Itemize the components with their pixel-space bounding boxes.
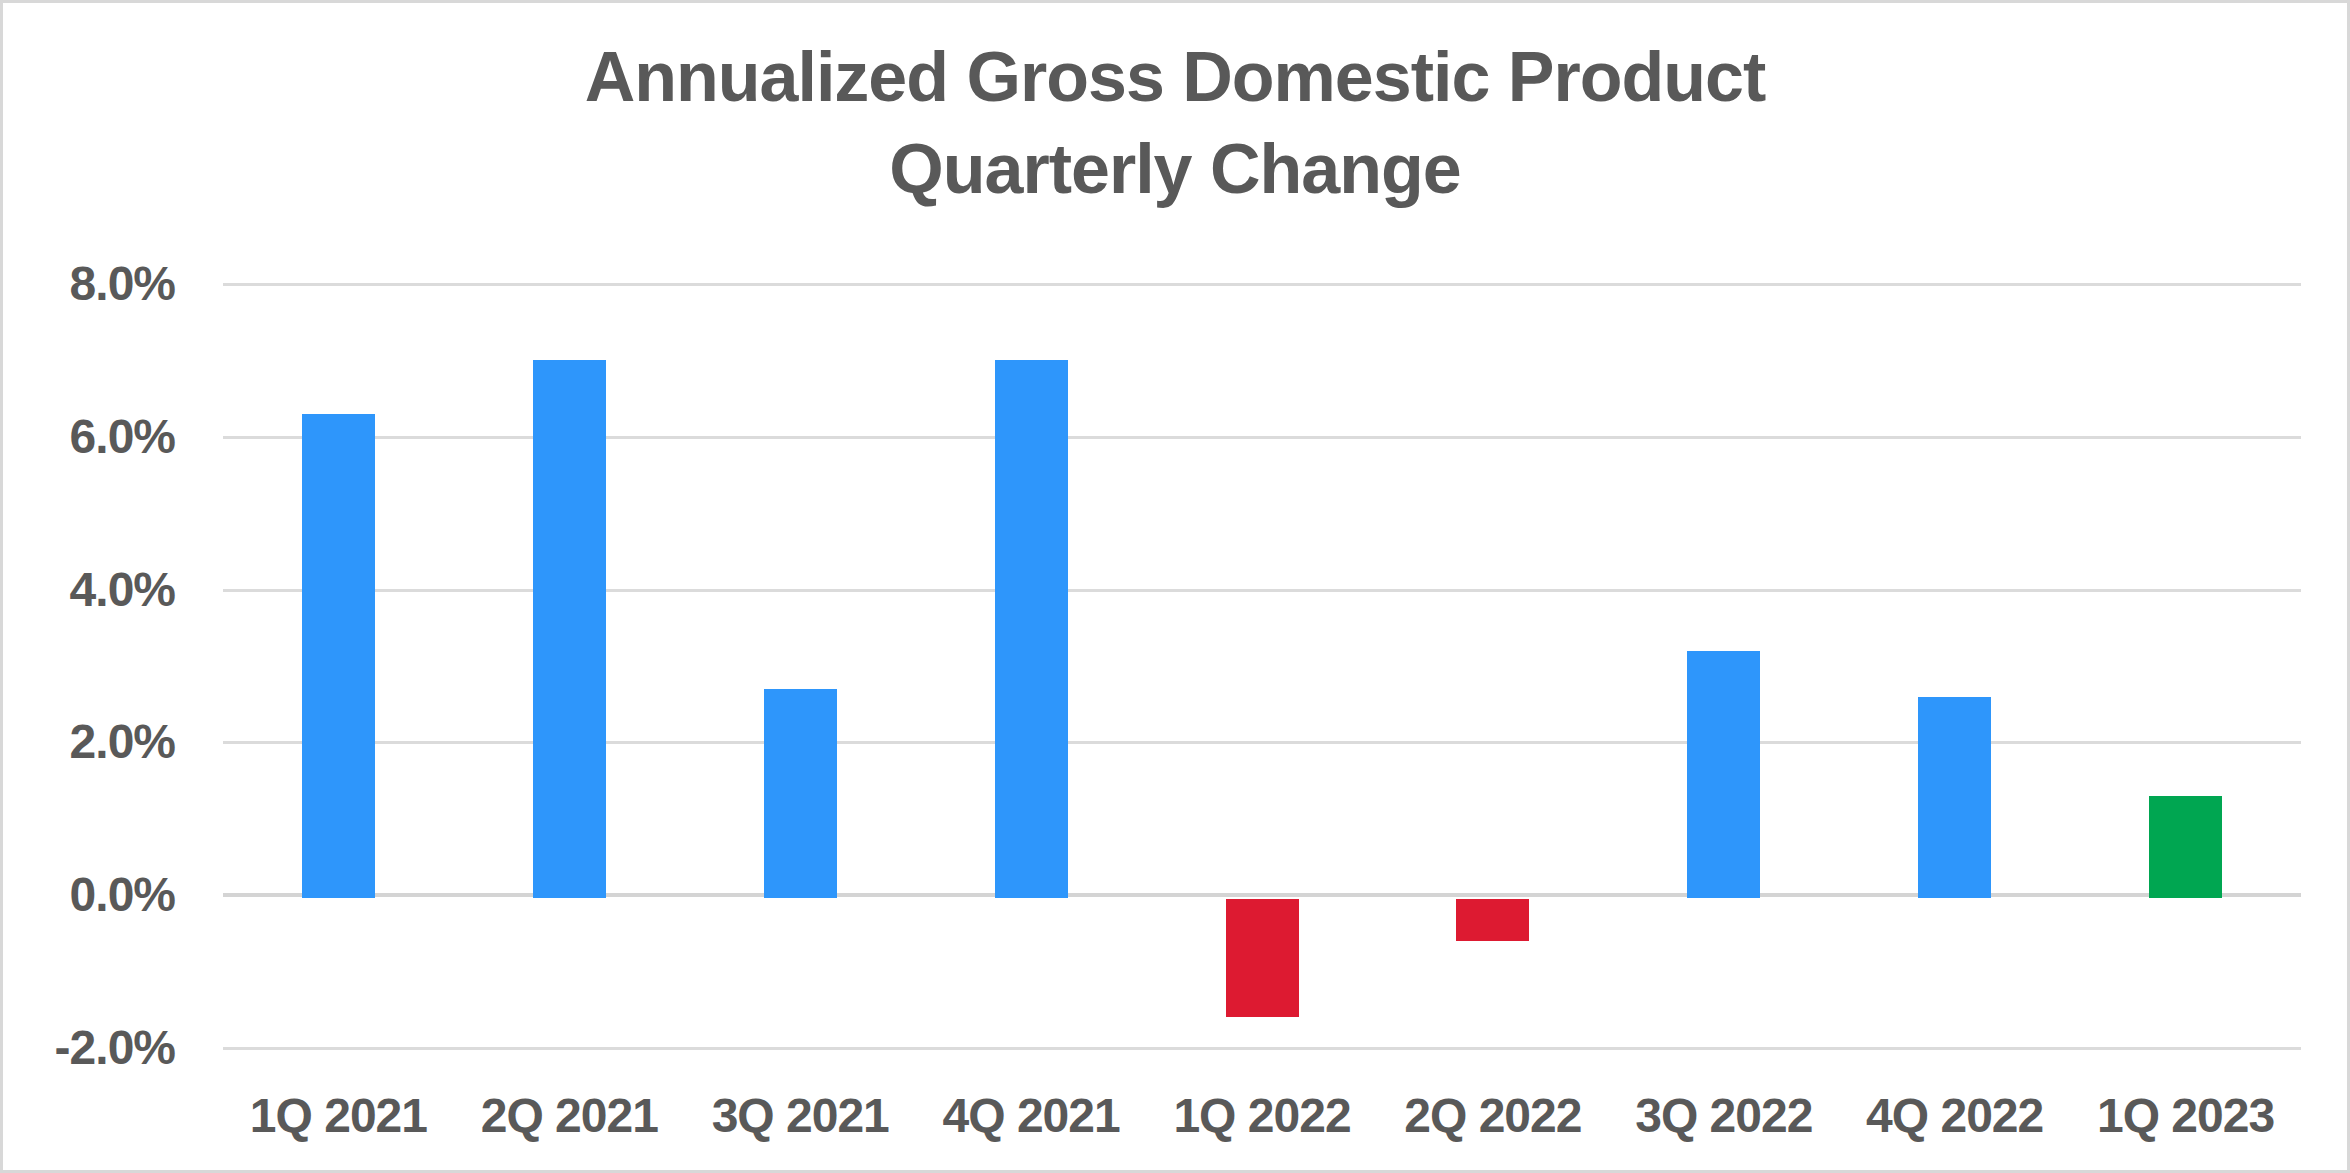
gridline--2.0%	[223, 1047, 2301, 1050]
y-tick-label-2.0%: 2.0%	[3, 712, 175, 772]
x-tick-label-3q-2022: 3Q 2022	[1635, 1081, 1812, 1151]
gridline-8.0%	[223, 283, 2301, 286]
chart-title-line-2: Quarterly Change	[3, 123, 2347, 215]
x-tick-label-1q-2022: 1Q 2022	[1173, 1081, 1350, 1151]
bar-3q-2022	[1687, 651, 1760, 898]
x-tick-label-3q-2021: 3Q 2021	[712, 1081, 889, 1151]
bar-1q-2023	[2149, 796, 2222, 898]
plot-area	[223, 284, 2301, 1051]
bar-4q-2021	[995, 360, 1068, 898]
x-tick-label-1q-2021: 1Q 2021	[250, 1081, 427, 1151]
y-tick-label-8.0%: 8.0%	[3, 254, 175, 314]
chart-frame: Annualized Gross Domestic Product Quarte…	[0, 0, 2350, 1173]
x-tick-label-2q-2021: 2Q 2021	[481, 1081, 658, 1151]
bar-2q-2022	[1456, 899, 1529, 941]
chart-title: Annualized Gross Domestic Product Quarte…	[3, 31, 2347, 215]
y-axis: 8.0%6.0%4.0%2.0%0.0%-2.0%	[3, 284, 175, 1051]
y-tick-label-4.0%: 4.0%	[3, 560, 175, 620]
y-tick-label-0.0%: 0.0%	[3, 865, 175, 925]
x-tick-label-1q-2023: 1Q 2023	[2097, 1081, 2274, 1151]
y-tick-label-6.0%: 6.0%	[3, 407, 175, 467]
bar-2q-2021	[533, 360, 606, 898]
y-tick-label--2.0%: -2.0%	[3, 1018, 175, 1078]
bar-4q-2022	[1918, 697, 1991, 899]
bar-1q-2021	[302, 414, 375, 898]
x-tick-label-4q-2021: 4Q 2021	[943, 1081, 1120, 1151]
bar-1q-2022	[1226, 899, 1299, 1017]
bar-3q-2021	[764, 689, 837, 898]
x-tick-label-4q-2022: 4Q 2022	[1866, 1081, 2043, 1151]
chart-title-line-1: Annualized Gross Domestic Product	[3, 31, 2347, 123]
x-axis: 1Q 2021 2Q 2021 3Q 2021 4Q 2021 1Q 2022 2Q 20…	[223, 1081, 2301, 1151]
x-tick-label-2q-2022: 2Q 2022	[1404, 1081, 1581, 1151]
